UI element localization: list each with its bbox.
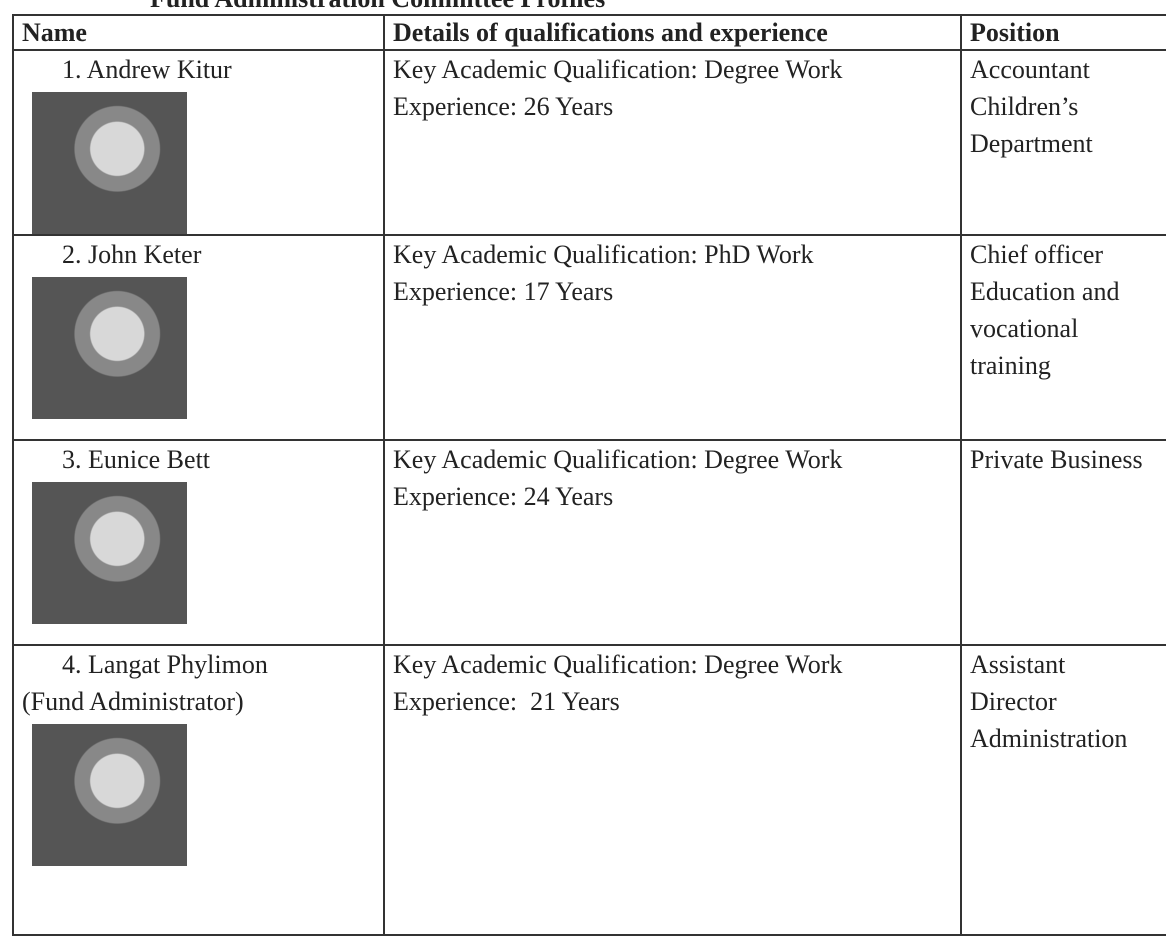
details-cell: Key Academic Qualification: Degree Work E… [383, 439, 962, 646]
detail-line: Key Academic Qualification: Degree Work [393, 650, 843, 679]
column-header: Name [12, 14, 385, 51]
photo [32, 724, 187, 866]
details-cell: Key Academic Qualification: Degree Work E… [383, 49, 962, 236]
profile-table: Name Details of qualifications and experi… [12, 14, 1166, 936]
position-line: Administration [970, 724, 1128, 753]
table-row: 1. Andrew Kitur Key Academic Qualificatio… [12, 49, 1166, 236]
position-line: Department [970, 129, 1093, 158]
table-body: 1. Andrew Kitur Key Academic Qualificatio… [12, 49, 1166, 936]
details-cell: Key Academic Qualification: PhD Work Expe… [383, 234, 962, 441]
name-cell: 4. Langat Phylimon (Fund Administrator) [12, 644, 385, 936]
header-row: Name Details of qualifications and experi… [12, 14, 1166, 51]
photo [32, 482, 187, 624]
position-cell: Chief officer Education and vocational trai… [960, 234, 1166, 441]
position-line: Children’s [970, 92, 1079, 121]
photo [32, 92, 187, 233]
position-cell: Assistant Director Administration [960, 644, 1166, 936]
name-cell: 2. John Keter [12, 234, 385, 441]
position-line: Chief officer [970, 240, 1104, 269]
position-line: training [970, 351, 1051, 380]
detail-line: Key Academic Qualification: PhD Work [393, 240, 814, 269]
column-header: Details of qualifications and experience [383, 14, 962, 51]
position-line: Education and [970, 277, 1120, 306]
name-cell: 1. Andrew Kitur [12, 49, 385, 236]
detail-line: Key Academic Qualification: Degree Work [393, 445, 843, 474]
position-line: Accountant [970, 55, 1090, 84]
detail-line: Experience: 26 Years [393, 92, 614, 121]
photo [32, 277, 187, 419]
position-line: Private Business [970, 445, 1143, 474]
member-name: 4. Langat Phylimon [62, 650, 268, 679]
title: Fund Administration Committee Profiles [150, 0, 605, 14]
name-cell: 3. Eunice Bett [12, 439, 385, 646]
detail-line: Experience: 21 Years [393, 687, 620, 716]
detail-line: Key Academic Qualification: Degree Work [393, 55, 843, 84]
table-row: 3. Eunice Bett Key Academic Qualification… [12, 439, 1166, 646]
column-header: Position [960, 14, 1166, 51]
member-name: (Fund Administrator) [22, 687, 244, 716]
detail-line: Experience: 17 Years [393, 277, 614, 306]
position-line: Assistant [970, 650, 1066, 679]
position-cell: Private Business [960, 439, 1166, 646]
member-name: 3. Eunice Bett [62, 445, 211, 474]
position-line: Director [970, 687, 1057, 716]
detail-line: Experience: 24 Years [393, 482, 614, 511]
table-row: 2. John Keter Key Academic Qualification:… [12, 234, 1166, 441]
table-row: 4. Langat Phylimon (Fund Administrator) Ke… [12, 644, 1166, 936]
position-line: vocational [970, 314, 1079, 343]
member-name: 1. Andrew Kitur [62, 55, 232, 84]
position-cell: Accountant Children’s Department [960, 49, 1166, 236]
details-cell: Key Academic Qualification: Degree Work E… [383, 644, 962, 936]
member-name: 2. John Keter [62, 240, 202, 269]
